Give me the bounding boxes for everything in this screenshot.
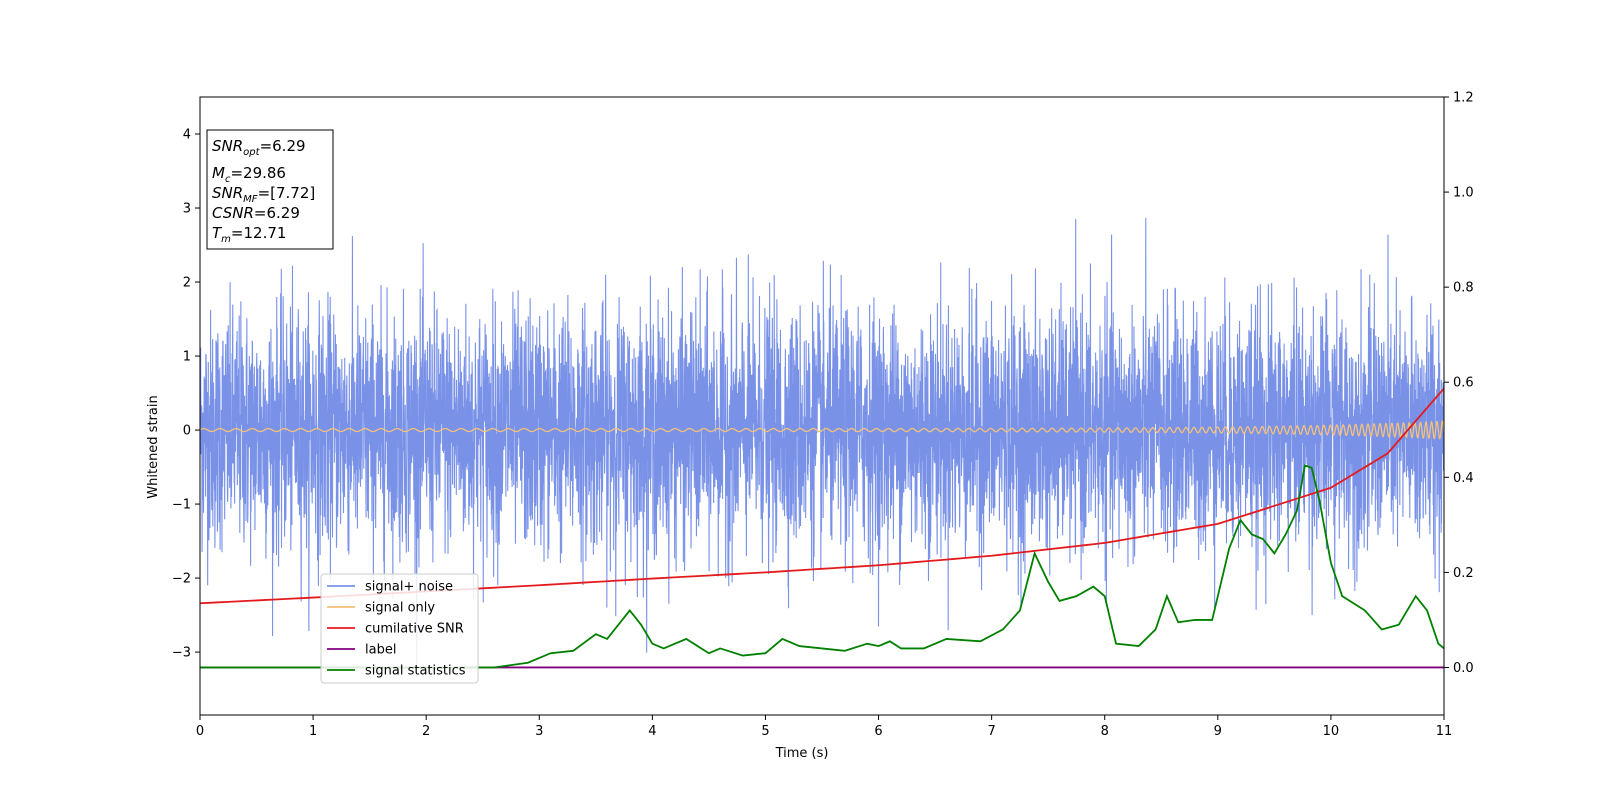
x-tick-label: 6 [874,724,882,739]
x-tick-label: 2 [422,724,430,739]
series-signal-only [200,419,1444,440]
y-left-tick-label: 2 [183,276,191,291]
y-left-tick-label: −3 [172,646,191,661]
y-left-tick-label: 3 [183,202,191,217]
legend-label-signal-noise: signal+ noise [365,580,453,595]
y-left-tick-label: −2 [172,572,191,587]
series-signal-noise [200,217,1444,669]
info-csnr: CSNR=6.29 [212,204,300,222]
info-box: SNRopt=6.29 Mc=29.86 SNRMF=[7.72] CSNR=6… [206,129,334,250]
info-snr-opt: SNRopt=6.29 [212,137,306,158]
x-tick-label: 1 [309,724,317,739]
y-axis-label: Whitened strain [146,395,161,498]
x-tick-label: 11 [1436,724,1453,739]
y-right-tick-label: 0.2 [1453,566,1474,581]
y-right-tick-label: 0.6 [1453,376,1474,391]
y-right-tick-label: 0.8 [1453,281,1474,296]
x-tick-label: 7 [987,724,995,739]
x-tick-label: 3 [535,724,543,739]
x-tick-label: 5 [761,724,769,739]
legend-label-signal-statistics: signal statistics [365,664,466,679]
info-tm: Tm=12.71 [212,224,286,245]
x-tick-label: 8 [1101,724,1109,739]
x-tick-label: 0 [196,724,204,739]
legend-label-signal-only: signal only [365,601,435,616]
legend: signal+ noise signal only cumilative SNR la… [320,573,479,684]
x-tick-label: 10 [1323,724,1340,739]
y-left-tick-label: −1 [172,498,191,513]
y-left-tick-label: 4 [183,128,191,143]
y-right-tick-label: 1.0 [1453,186,1474,201]
y-right-tick-label: 1.2 [1453,91,1474,106]
info-snr-mf: SNRMF=[7.72] [212,184,315,205]
y-left-tick-label: 0 [183,424,191,439]
y-right-tick-label: 0.0 [1453,661,1474,676]
series-signal-statistics [200,464,1444,669]
info-mc: Mc=29.86 [212,164,286,185]
plot-frame [199,96,1445,716]
legend-label-label: label [365,643,396,658]
y-right-tick-label: 0.4 [1453,471,1474,486]
legend-label-cumilative-snr: cumilative SNR [365,622,464,637]
y-left-tick-label: 1 [183,350,191,365]
axes-layer: 0 1 2 3 4 5 6 7 8 9 10 11 −3 −2 −1 0 1 2 3 4 0.0 0.2 0.4 0.6 0.8… [172,91,1474,740]
x-tick-label: 9 [1214,724,1222,739]
x-tick-label: 4 [648,724,656,739]
x-axis-label: Time (s) [775,746,829,761]
